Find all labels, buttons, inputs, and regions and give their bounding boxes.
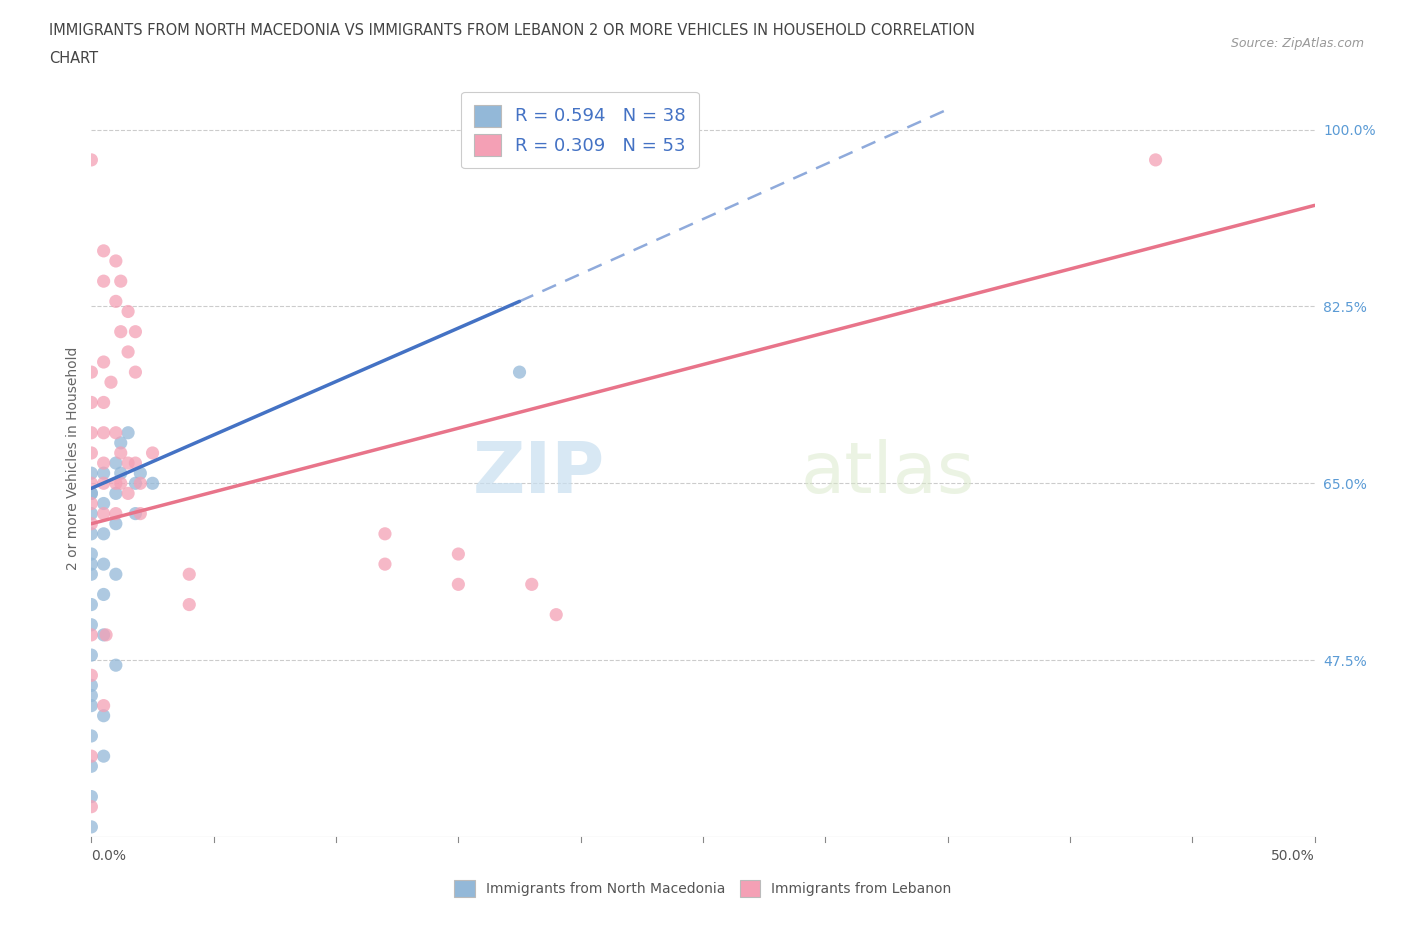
Point — [80, 618, 103, 632]
Point — [129, 506, 152, 521]
Point — [117, 304, 139, 319]
Point — [104, 516, 127, 531]
Y-axis label: 2 or more Vehicles in Household: 2 or more Vehicles in Household — [66, 346, 80, 570]
Point — [110, 445, 132, 460]
Point — [80, 819, 103, 834]
Point — [124, 456, 146, 471]
Point — [110, 466, 132, 481]
Point — [100, 375, 122, 390]
Point — [104, 254, 127, 269]
Point — [80, 547, 103, 562]
Point — [93, 506, 115, 521]
Point — [93, 476, 115, 491]
Point — [80, 445, 103, 460]
Point — [374, 557, 396, 572]
Point — [94, 628, 117, 643]
Text: atlas: atlas — [801, 439, 976, 508]
Point — [80, 466, 103, 481]
Point — [80, 668, 103, 683]
Point — [80, 486, 103, 501]
Point — [80, 688, 103, 703]
Point — [117, 456, 139, 471]
Point — [104, 658, 127, 672]
Text: 0.0%: 0.0% — [91, 849, 127, 863]
Text: 50.0%: 50.0% — [1271, 849, 1315, 863]
Point — [80, 395, 103, 410]
Point — [93, 456, 115, 471]
Point — [80, 597, 103, 612]
Point — [129, 466, 152, 481]
Point — [80, 476, 103, 491]
Point — [80, 749, 103, 764]
Point — [80, 728, 103, 743]
Point — [124, 325, 146, 339]
Point — [80, 628, 103, 643]
Point — [80, 425, 103, 440]
Point — [546, 607, 568, 622]
Point — [93, 709, 115, 724]
Point — [93, 395, 115, 410]
Point — [110, 476, 132, 491]
Point — [110, 435, 132, 450]
Text: IMMIGRANTS FROM NORTH MACEDONIA VS IMMIGRANTS FROM LEBANON 2 OR MORE VEHICLES IN: IMMIGRANTS FROM NORTH MACEDONIA VS IMMIG… — [49, 23, 976, 38]
Point — [110, 325, 132, 339]
Point — [509, 365, 531, 379]
Point — [93, 526, 115, 541]
Point — [80, 526, 103, 541]
Text: ZIP: ZIP — [472, 439, 605, 508]
Point — [104, 506, 127, 521]
Point — [80, 790, 103, 804]
Point — [129, 476, 152, 491]
Point — [93, 557, 115, 572]
Point — [80, 496, 103, 511]
Point — [179, 566, 201, 581]
Point — [141, 445, 163, 460]
Point — [80, 153, 103, 167]
Point — [447, 577, 470, 591]
Point — [520, 577, 543, 591]
Point — [80, 506, 103, 521]
Point — [104, 486, 127, 501]
Point — [80, 647, 103, 662]
Point — [93, 425, 115, 440]
Point — [124, 365, 146, 379]
Point — [93, 749, 115, 764]
Point — [93, 496, 115, 511]
Point — [93, 587, 115, 602]
Point — [447, 547, 470, 562]
Point — [80, 759, 103, 774]
Point — [374, 526, 396, 541]
Point — [104, 456, 127, 471]
Point — [110, 273, 132, 288]
Text: CHART: CHART — [49, 51, 98, 66]
Point — [1144, 153, 1167, 167]
Point — [117, 425, 139, 440]
Point — [80, 486, 103, 501]
Point — [80, 799, 103, 814]
Point — [93, 244, 115, 259]
Text: Source: ZipAtlas.com: Source: ZipAtlas.com — [1230, 37, 1364, 50]
Point — [117, 344, 139, 359]
Point — [124, 506, 146, 521]
Point — [80, 557, 103, 572]
Point — [104, 425, 127, 440]
Point — [93, 273, 115, 288]
Point — [93, 354, 115, 369]
Point — [80, 516, 103, 531]
Point — [104, 294, 127, 309]
Point — [179, 597, 201, 612]
Point — [104, 566, 127, 581]
Point — [80, 698, 103, 713]
Point — [141, 476, 163, 491]
Point — [104, 476, 127, 491]
Point — [93, 698, 115, 713]
Point — [80, 678, 103, 693]
Point — [93, 628, 115, 643]
Point — [80, 566, 103, 581]
Point — [117, 486, 139, 501]
Point — [124, 476, 146, 491]
Point — [93, 466, 115, 481]
Legend: Immigrants from North Macedonia, Immigrants from Lebanon: Immigrants from North Macedonia, Immigra… — [449, 874, 957, 902]
Point — [80, 365, 103, 379]
